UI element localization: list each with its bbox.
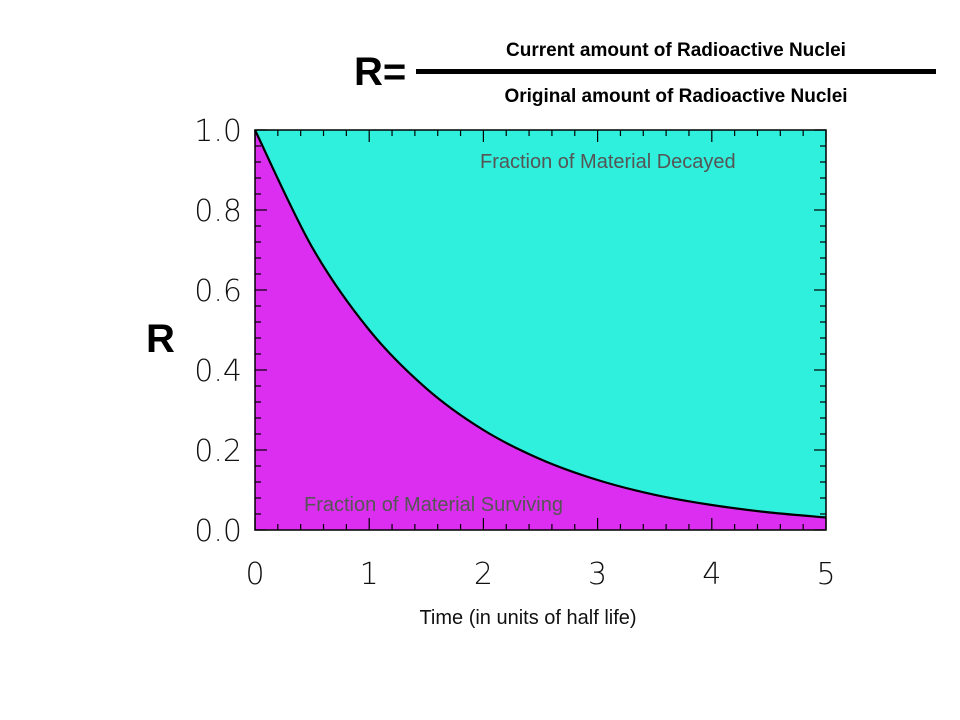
x-tick-label: 1 — [360, 557, 379, 592]
decayed-label: Fraction of Material Decayed — [480, 151, 736, 173]
x-tick-label: 0 — [245, 557, 264, 592]
y-tick-labels: 0.0 0.2 0.4 0.6 0.8 1.0 — [194, 114, 242, 549]
surviving-label: Fraction of Material Surviving — [304, 494, 563, 516]
y-tick-label: 0.6 — [194, 274, 242, 309]
x-tick-label: 4 — [702, 557, 721, 592]
decay-curve — [254, 129, 827, 519]
y-tick-label: 1.0 — [194, 114, 242, 149]
ratio-formula: R= Current amount of Radioactive Nuclei … — [0, 0, 960, 120]
formula-lhs: R= — [354, 50, 407, 94]
y-axis-title: R — [146, 317, 175, 361]
y-tick-label: 0.2 — [194, 434, 242, 469]
formula-denominator: Original amount of Radioactive Nuclei — [504, 86, 848, 107]
decayed-area — [255, 130, 826, 518]
axis-ticks — [254, 129, 827, 531]
x-tick-label: 2 — [474, 557, 493, 592]
plot-frame — [254, 129, 827, 531]
y-tick-label: 0.0 — [194, 514, 242, 549]
surviving-area — [255, 130, 826, 530]
x-tick-label: 3 — [588, 557, 607, 592]
y-tick-label: 0.8 — [194, 194, 242, 229]
fraction-bar — [416, 69, 936, 74]
y-tick-label: 0.4 — [194, 354, 242, 389]
x-tick-labels: 0 1 2 3 4 5 — [245, 557, 835, 592]
formula-numerator: Current amount of Radioactive Nuclei — [506, 40, 846, 61]
x-axis-title: Time (in units of half life) — [419, 607, 636, 629]
x-tick-label: 5 — [816, 557, 835, 592]
